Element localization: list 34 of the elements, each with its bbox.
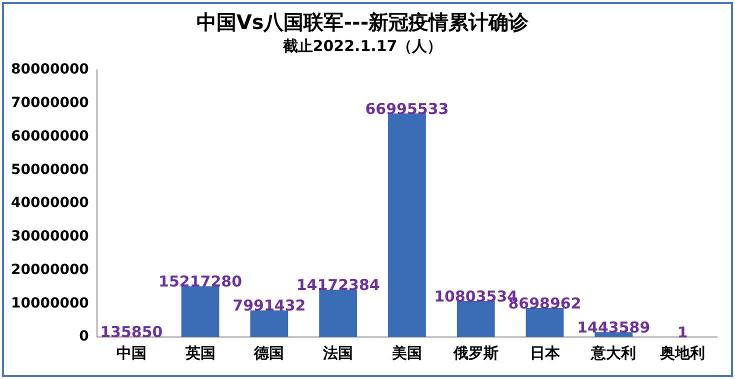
bar bbox=[526, 308, 564, 337]
y-tick-label: 60000000 bbox=[10, 128, 90, 144]
bar bbox=[181, 286, 220, 337]
x-tick-label: 中国 bbox=[116, 344, 146, 362]
data-label: 7991432 bbox=[232, 296, 306, 315]
y-tick-label: 10000000 bbox=[10, 295, 90, 312]
data-label: 135850 bbox=[100, 322, 163, 341]
bar bbox=[250, 310, 288, 337]
x-tick-label: 德国 bbox=[253, 344, 284, 362]
y-tick-label: 30000000 bbox=[10, 228, 90, 245]
data-label: 1443589 bbox=[577, 318, 650, 337]
y-tick-label: 0 bbox=[79, 328, 90, 345]
data-label: 1 bbox=[677, 323, 688, 342]
y-tick-label: 70000000 bbox=[10, 95, 90, 112]
y-tick-label: 40000000 bbox=[10, 195, 90, 212]
bar bbox=[319, 290, 358, 337]
data-label: 15217280 bbox=[158, 272, 242, 291]
x-tick-label: 意大利 bbox=[590, 344, 636, 362]
y-tick-label: 50000000 bbox=[10, 162, 90, 178]
bar bbox=[388, 113, 426, 337]
bar bbox=[456, 300, 495, 337]
x-tick-label: 奥地利 bbox=[659, 344, 706, 362]
bar bbox=[594, 332, 633, 337]
y-tick-label: 20000000 bbox=[10, 262, 90, 278]
y-tick-label: 80000000 bbox=[10, 62, 90, 78]
chart-subtitle: 截止2022.1.17（人） bbox=[282, 36, 442, 55]
x-tick-label: 美国 bbox=[390, 344, 422, 362]
x-tick-label: 日本 bbox=[530, 344, 561, 362]
data-label: 14172384 bbox=[296, 276, 380, 294]
x-tick-label: 俄罗斯 bbox=[452, 344, 498, 362]
data-label: 66995533 bbox=[365, 100, 449, 118]
x-tick-label: 法国 bbox=[322, 344, 354, 362]
x-tick-label: 英国 bbox=[184, 344, 216, 362]
chart-title: 中国Vs八国联军---新冠疫情累计确诊 bbox=[196, 10, 530, 34]
